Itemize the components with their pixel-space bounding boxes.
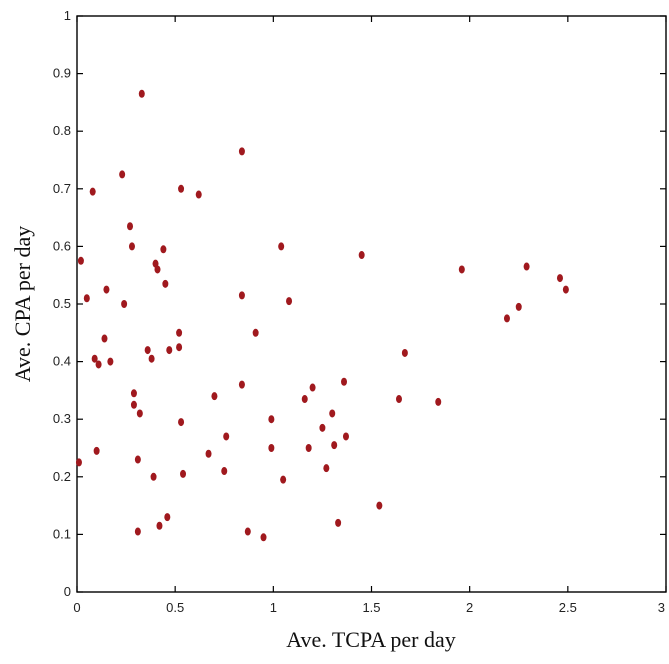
y-tick-label: 0	[64, 584, 71, 599]
scatter-point	[205, 449, 212, 458]
y-tick-label: 0.6	[53, 238, 71, 253]
y-axis-title: Ave. CPA per day	[10, 226, 35, 382]
scatter-point	[180, 469, 187, 478]
scatter-point	[435, 397, 442, 406]
x-tick-label: 1	[270, 600, 277, 615]
x-tick-label: 2.5	[559, 600, 577, 615]
scatter-point	[268, 415, 275, 424]
scatter-point	[127, 222, 134, 231]
scatter-point	[121, 300, 128, 308]
scatter-point	[268, 444, 275, 452]
scatter-point	[319, 423, 326, 432]
y-axis: 0 0.1 0.2 0.3 0.4 0.5 0.6 0.7 0.8 0.9 1	[53, 8, 666, 599]
scatter-point	[223, 432, 230, 441]
scatter-point	[376, 501, 383, 510]
scatter-point	[341, 377, 348, 386]
x-tick-label: 2	[466, 600, 473, 615]
scatter-point	[130, 400, 137, 409]
scatter-point	[305, 444, 312, 452]
scatter-point	[329, 409, 336, 418]
scatter-point	[280, 475, 287, 484]
plot-area-frame	[76, 15, 667, 593]
scatter-point	[562, 285, 569, 294]
scatter-point	[178, 184, 185, 193]
scatter-point	[244, 527, 251, 536]
x-axis: 0 0.5 1 1.5 2 2.5 3	[73, 16, 667, 615]
scatter-point	[238, 147, 245, 156]
scatter-point	[252, 328, 259, 337]
y-tick-label: 0.1	[53, 526, 71, 541]
scatter-point	[401, 348, 408, 357]
data-points	[75, 89, 569, 542]
scatter-point	[342, 432, 349, 441]
scatter-point	[144, 346, 151, 355]
scatter-point	[134, 455, 141, 464]
x-axis-title: Ave. TCPA per day	[286, 627, 455, 652]
scatter-point	[164, 513, 171, 522]
scatter-point	[238, 380, 245, 389]
scatter-point	[331, 441, 338, 450]
scatter-point	[75, 458, 82, 467]
x-tick-label: 0	[73, 600, 80, 615]
scatter-point	[136, 409, 143, 418]
scatter-point	[150, 472, 157, 481]
scatter-point	[176, 343, 183, 352]
scatter-point	[148, 354, 155, 363]
scatter-point	[176, 328, 183, 337]
y-tick-label: 0.2	[53, 469, 71, 484]
y-tick-label: 1	[64, 8, 71, 23]
scatter-point	[309, 383, 316, 392]
scatter-point	[195, 190, 202, 199]
scatter-point	[301, 395, 308, 404]
scatter-point	[358, 251, 365, 260]
scatter-point	[138, 89, 145, 98]
x-tick-label: 0.5	[166, 600, 184, 615]
y-tick-label: 0.3	[53, 411, 71, 426]
scatter-point	[91, 354, 98, 363]
scatter-point	[178, 418, 185, 427]
scatter-point	[458, 265, 465, 274]
scatter-point	[101, 334, 108, 343]
scatter-point	[107, 357, 114, 366]
scatter-point	[260, 533, 267, 542]
scatter-point	[162, 279, 169, 288]
scatter-point	[160, 245, 167, 254]
scatter-point	[134, 527, 141, 536]
scatter-point	[103, 285, 110, 294]
scatter-point	[515, 302, 522, 311]
scatter-point	[503, 314, 510, 323]
x-tick-label: 1.5	[362, 600, 380, 615]
scatter-point	[119, 170, 126, 179]
scatter-point	[95, 360, 102, 369]
scatter-point	[128, 242, 135, 251]
scatter-point	[278, 242, 285, 251]
scatter-point	[77, 256, 84, 265]
y-tick-label: 0.5	[53, 296, 71, 311]
y-tick-label: 0.7	[53, 181, 71, 196]
scatter-point	[154, 265, 161, 274]
scatter-point	[523, 262, 530, 271]
scatter-point	[83, 294, 90, 303]
scatter-point	[156, 521, 163, 530]
scatter-point	[166, 346, 173, 355]
scatter-point	[211, 392, 218, 401]
y-tick-label: 0.4	[53, 354, 71, 369]
scatter-point	[130, 389, 137, 398]
scatter-point	[221, 467, 228, 476]
x-tick-label: 3	[658, 600, 665, 615]
scatter-point	[286, 297, 293, 306]
scatter-point	[556, 274, 563, 283]
scatter-point	[323, 464, 330, 473]
scatter-point	[335, 518, 342, 527]
y-tick-label: 0.8	[53, 123, 71, 138]
scatter-point	[93, 446, 100, 455]
scatter-point	[395, 395, 402, 404]
y-tick-label: 0.9	[53, 66, 71, 81]
scatter-point	[89, 187, 96, 196]
scatter-point	[238, 291, 245, 300]
